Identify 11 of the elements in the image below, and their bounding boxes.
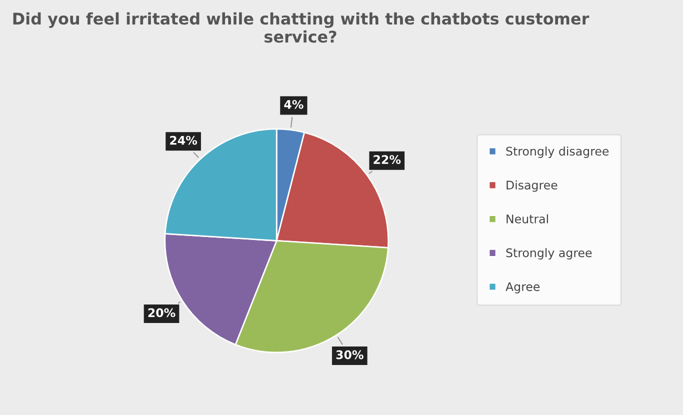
legend-label: Neutral [506,214,548,224]
legend-label: Disagree [506,180,558,192]
data-label: 22% [374,155,401,164]
legend-label: Strongly disagree [506,146,609,158]
chart-title: Did you feel irritated while chatting with the chatbots customer service? [13,12,590,43]
data-label: 4% [284,100,304,109]
legend-label: Strongly agree [506,248,592,260]
data-label: 20% [148,308,176,318]
legend-label: Agree [506,282,540,294]
data-label: 30% [336,350,364,360]
data-label: 24% [170,136,198,145]
